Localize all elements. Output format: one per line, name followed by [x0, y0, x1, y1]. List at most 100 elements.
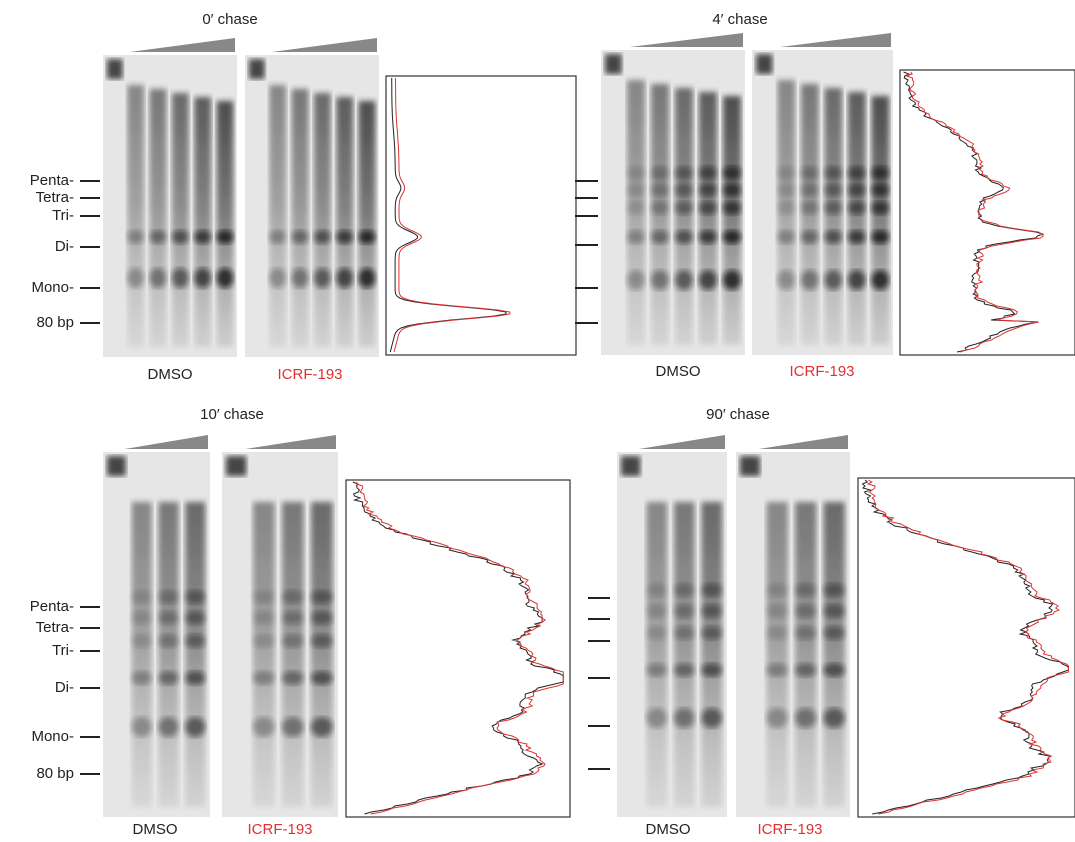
band — [626, 183, 645, 197]
lane-smear — [172, 93, 189, 347]
band — [766, 604, 788, 618]
lane-smear — [871, 96, 890, 345]
band — [646, 708, 668, 728]
band — [698, 166, 717, 180]
lane-label: DMSO — [656, 363, 701, 380]
band — [171, 268, 189, 288]
lane-smear — [253, 502, 275, 807]
marker-label: Tri- — [52, 207, 74, 224]
well — [756, 54, 773, 74]
band — [131, 611, 152, 625]
marker-label: 80 bp — [36, 765, 74, 782]
lane-smear — [314, 93, 331, 347]
band — [650, 270, 669, 290]
marker-label: Mono- — [31, 728, 74, 745]
band — [281, 590, 304, 604]
band — [626, 166, 645, 180]
well — [740, 456, 760, 476]
band — [358, 230, 376, 244]
band — [650, 230, 669, 244]
band — [824, 183, 843, 197]
band — [722, 183, 741, 197]
band — [823, 583, 845, 597]
band — [766, 626, 788, 640]
band — [824, 201, 843, 215]
band — [158, 590, 179, 604]
band — [674, 270, 693, 290]
band — [127, 268, 145, 288]
band — [800, 183, 819, 197]
band — [698, 201, 717, 215]
panel-title: 4′ chase — [712, 11, 767, 28]
band — [800, 230, 819, 244]
band — [626, 201, 645, 215]
band — [131, 717, 152, 737]
band — [358, 268, 376, 288]
lane-label: DMSO — [148, 366, 193, 383]
lane-smear — [185, 502, 206, 807]
density-trace — [356, 481, 564, 815]
band — [722, 270, 741, 290]
band — [871, 183, 890, 197]
band — [871, 201, 890, 215]
band — [149, 230, 167, 244]
band — [871, 230, 890, 244]
lane-smear — [311, 502, 333, 807]
lane-label: ICRF-193 — [277, 366, 342, 383]
band — [673, 604, 695, 618]
band — [674, 166, 693, 180]
gradient-triangle — [245, 435, 336, 449]
gradient-triangle — [639, 435, 725, 449]
lane-smear — [336, 97, 354, 347]
lane-label: DMSO — [646, 821, 691, 837]
marker-label: Di- — [55, 238, 74, 255]
band — [252, 611, 275, 625]
marker-label: Tri- — [52, 642, 74, 659]
band — [823, 604, 845, 618]
lane-smear — [848, 92, 866, 345]
band — [847, 230, 866, 244]
band — [650, 166, 669, 180]
gradient-triangle — [129, 38, 235, 52]
lane-smear — [674, 502, 695, 807]
band — [673, 583, 695, 597]
band — [626, 270, 645, 290]
band — [777, 166, 796, 180]
panel-title: 90′ chase — [706, 406, 770, 423]
lane-label: DMSO — [133, 821, 178, 837]
lane-smear — [291, 89, 309, 347]
well — [107, 59, 123, 79]
lane-smear — [823, 502, 845, 807]
band — [673, 663, 695, 677]
band — [184, 671, 206, 685]
band — [310, 590, 333, 604]
band — [310, 671, 333, 685]
lane-smear — [282, 502, 304, 807]
band — [777, 230, 796, 244]
band — [674, 230, 693, 244]
band — [171, 230, 189, 244]
band — [674, 201, 693, 215]
band — [871, 166, 890, 180]
band — [701, 626, 723, 640]
band — [766, 663, 788, 677]
band — [824, 270, 843, 290]
band — [131, 590, 152, 604]
lane-smear — [646, 502, 668, 807]
lane-smear — [149, 89, 167, 347]
lane-label: ICRF-193 — [757, 821, 822, 837]
band — [194, 230, 212, 244]
density-trace — [904, 71, 1044, 353]
gradient-triangle — [271, 38, 377, 52]
band — [281, 634, 304, 648]
band — [216, 230, 234, 244]
marker-label: Penta- — [30, 598, 74, 615]
band — [158, 717, 179, 737]
lane-smear — [766, 502, 788, 807]
band — [766, 583, 788, 597]
density-trace — [903, 71, 1045, 353]
band — [336, 268, 354, 288]
lane-label: ICRF-193 — [247, 821, 312, 837]
marker-label: Penta- — [30, 172, 74, 189]
band — [131, 671, 152, 685]
